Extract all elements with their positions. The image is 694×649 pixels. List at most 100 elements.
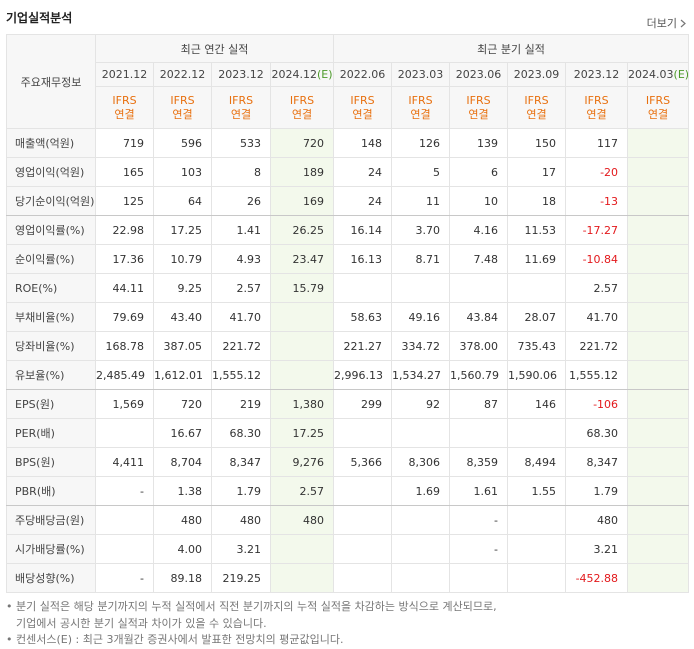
value-cell: 1,555.12 bbox=[211, 360, 271, 390]
empty-cell bbox=[627, 418, 690, 448]
period-header: 2022.06 bbox=[333, 62, 393, 87]
value-cell: 8 bbox=[211, 157, 271, 187]
value-cell: -13 bbox=[565, 186, 629, 216]
estimate-mark: (E) bbox=[673, 68, 689, 81]
row-label: PER(배) bbox=[6, 418, 96, 448]
value-cell: 150 bbox=[507, 128, 567, 158]
value-cell: 8,347 bbox=[211, 447, 271, 477]
standard: IFRS bbox=[228, 93, 254, 107]
basis-header: IFRS 연결 bbox=[211, 86, 271, 129]
scope: 연결 bbox=[586, 107, 607, 121]
value-cell: 1,380 bbox=[269, 389, 335, 419]
estimate-mark: (E) bbox=[316, 68, 333, 81]
value-cell: 8,306 bbox=[391, 447, 451, 477]
value-cell: 43.84 bbox=[449, 302, 509, 332]
period: 2024.03 bbox=[628, 68, 674, 81]
empty-cell bbox=[333, 476, 393, 506]
empty-cell bbox=[391, 273, 451, 303]
scope: 연결 bbox=[172, 107, 193, 121]
value-cell: 1,590.06 bbox=[507, 360, 567, 390]
data-row: 시가배당률(%) 4.00 3.21-3.21 bbox=[6, 534, 690, 564]
period: 2024.12 bbox=[271, 68, 317, 81]
basis-header: IFRS 연결 bbox=[627, 86, 690, 129]
scope: 연결 bbox=[410, 107, 431, 121]
empty-cell bbox=[391, 534, 451, 564]
value-cell: 26.25 bbox=[269, 215, 335, 245]
bullet: • bbox=[6, 633, 13, 646]
period: 2023.06 bbox=[455, 68, 502, 81]
more-arrow[interactable] bbox=[680, 19, 686, 28]
value-cell: 6 bbox=[449, 157, 509, 187]
more-text[interactable]: 더보기 bbox=[646, 17, 677, 30]
value-cell: 17 bbox=[507, 157, 567, 187]
value-cell: 387.05 bbox=[153, 331, 212, 361]
period-header: 2024.12(E) bbox=[269, 62, 335, 87]
value-cell: - bbox=[449, 534, 509, 564]
value-cell: 146 bbox=[507, 389, 567, 419]
value-cell: 43.40 bbox=[153, 302, 212, 332]
period-header: 2024.03(E) bbox=[627, 62, 690, 87]
basis-header: IFRS 연결 bbox=[565, 86, 629, 129]
value-cell: 41.70 bbox=[565, 302, 629, 332]
value-cell: -17.27 bbox=[565, 215, 629, 245]
empty-cell bbox=[627, 273, 690, 303]
bullet bbox=[6, 616, 16, 633]
value-cell: - bbox=[95, 563, 154, 593]
note-text: 기업에서 공시한 분기 실적과 차이가 있을 수 있습니다. bbox=[16, 616, 267, 630]
period: 2021.12 bbox=[101, 68, 148, 81]
value-cell: 58.63 bbox=[333, 302, 393, 332]
value-cell: 11.69 bbox=[507, 244, 567, 274]
value-cell: 168.78 bbox=[95, 331, 154, 361]
row-label: PBR(배) bbox=[6, 476, 96, 506]
empty-cell bbox=[627, 302, 690, 332]
empty-cell bbox=[333, 418, 393, 448]
value-cell: 41.70 bbox=[211, 302, 271, 332]
data-row: 부채비율(%) 79.69 43.40 41.70 58.63 49.16 43.84 28.… bbox=[6, 302, 690, 332]
empty-cell bbox=[507, 273, 567, 303]
note-line: • 컨센서스(E) : 최근 3개월간 증권사에서 발표한 전망치의 평균값입니다… bbox=[6, 632, 497, 649]
value-cell: -10.84 bbox=[565, 244, 629, 274]
data-row: 순이익률(%) 17.36 10.79 4.93 23.47 16.13 8.71 7.48 1… bbox=[6, 244, 690, 274]
value-cell: 221.27 bbox=[333, 331, 393, 361]
empty-cell bbox=[333, 534, 393, 564]
row-label: 영업이익(억원) bbox=[6, 157, 96, 187]
empty-cell bbox=[449, 418, 509, 448]
value-cell: 49.16 bbox=[391, 302, 451, 332]
header-row: 2021.12 2022.12 2023.12 2024.12(E) 2022.06 20… bbox=[7, 62, 690, 87]
value-cell: 1.55 bbox=[507, 476, 567, 506]
value-cell: - bbox=[95, 476, 154, 506]
value-cell: 11 bbox=[391, 186, 451, 216]
scope: 연결 bbox=[114, 107, 135, 121]
header-row: IFRS 연결 IFRS 연결 IFRS 연결 IFRS 연결 IFRS 연결 IFRS 연결 IFRS… bbox=[7, 86, 690, 129]
value-cell: 148 bbox=[333, 128, 393, 158]
standard: IFRS bbox=[350, 93, 375, 107]
row-label: EPS(원) bbox=[6, 389, 96, 419]
financial-table: 주요재무정보 최근 연간 실적 최근 분기 실적 2021.12 2022.12 2023… bbox=[6, 34, 690, 593]
value-cell: 1.69 bbox=[391, 476, 451, 506]
empty-cell bbox=[333, 563, 393, 593]
value-cell: 221.72 bbox=[565, 331, 629, 361]
value-cell: 3.70 bbox=[391, 215, 451, 245]
empty-cell bbox=[95, 418, 154, 448]
data-row: BPS(원) 4,411 8,704 8,347 9,276 5,366 8,306 8,35… bbox=[6, 447, 690, 477]
standard: IFRS bbox=[524, 93, 549, 107]
value-cell: 299 bbox=[333, 389, 393, 419]
row-label: 유보율(%) bbox=[6, 360, 96, 390]
row-label: 주당배당금(원) bbox=[6, 505, 96, 535]
value-cell: 221.72 bbox=[211, 331, 271, 361]
value-cell: 16.13 bbox=[333, 244, 393, 274]
basis-header: IFRS 연결 bbox=[269, 86, 335, 129]
more-link[interactable]: 더보기 bbox=[647, 15, 686, 31]
row-label: 매출액(억원) bbox=[6, 128, 96, 158]
value-cell: 1,534.27 bbox=[391, 360, 451, 390]
value-cell: 4.16 bbox=[449, 215, 509, 245]
row-label: 배당성향(%) bbox=[6, 563, 96, 593]
value-cell: 2.57 bbox=[565, 273, 629, 303]
period-header: 2021.12 bbox=[95, 62, 154, 87]
value-cell: 3.21 bbox=[211, 534, 271, 564]
value-cell: 87 bbox=[449, 389, 509, 419]
standard: IFRS bbox=[466, 93, 491, 107]
value-cell: 17.36 bbox=[95, 244, 154, 274]
empty-cell bbox=[627, 128, 690, 158]
row-label: ROE(%) bbox=[6, 273, 96, 303]
